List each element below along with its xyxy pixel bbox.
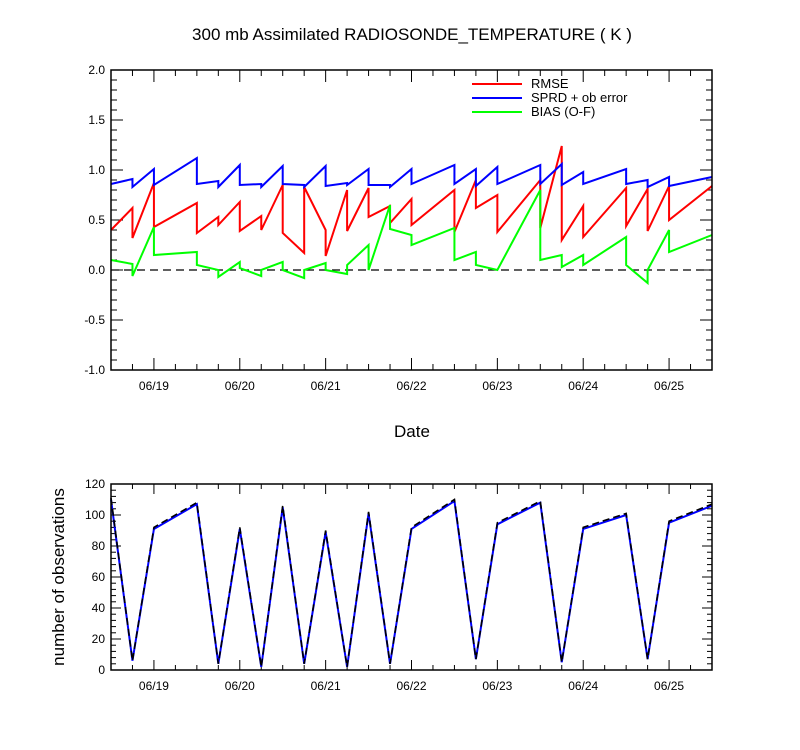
x-tick-label: 06/22 — [396, 679, 426, 693]
series-line-rmse — [110, 145, 713, 257]
x-tick-label: 06/20 — [225, 379, 255, 393]
y-tick-label: 100 — [85, 508, 105, 522]
y-tick-label: 0 — [98, 663, 105, 677]
x-tick-label: 06/21 — [311, 379, 341, 393]
x-tick-label: 06/19 — [139, 379, 169, 393]
series-line-observations-used — [110, 499, 713, 668]
y-tick-label: -0.5 — [84, 313, 105, 327]
x-tick-label: 06/25 — [654, 679, 684, 693]
x-axis-title: Date — [394, 422, 430, 441]
x-tick-label: 06/24 — [568, 379, 598, 393]
y-tick-label: 1.0 — [88, 163, 105, 177]
top-chart: -1.0 -0.5 0.0 0.5 1.0 1.5 2.0 06/19 06/20 06/21 06… — [84, 63, 713, 393]
x-tick-label: 06/25 — [654, 379, 684, 393]
y-axis-title: number of observations — [49, 488, 68, 666]
plot-frame — [110, 69, 713, 371]
legend-label: BIAS (O-F) — [531, 104, 595, 119]
x-tick-label: 06/21 — [311, 679, 341, 693]
legend-label: RMSE — [531, 76, 569, 91]
series-line-sprd-ob-error — [110, 156, 713, 190]
x-tick-label: 06/20 — [225, 679, 255, 693]
series-line-observations-possible — [110, 497, 713, 668]
bottom-chart: 0 20 40 60 80 100 120 06/19 06/20 06/21 06/22 06/23… — [85, 477, 713, 693]
y-tick-label: 40 — [92, 601, 106, 615]
x-tick-label: 06/23 — [482, 379, 512, 393]
y-tick-label: 120 — [85, 477, 105, 491]
x-tick-label: 06/19 — [139, 679, 169, 693]
y-tick-label: 60 — [92, 570, 106, 584]
y-tick-label: 20 — [92, 632, 106, 646]
plot-frame — [110, 483, 713, 671]
series-line-bias-o-f — [110, 189, 713, 286]
x-tick-label: 06/24 — [568, 679, 598, 693]
x-tick-label: 06/23 — [482, 679, 512, 693]
x-tick-label: 06/22 — [396, 379, 426, 393]
chart-title: 300 mb Assimilated RADIOSONDE_TEMPERATUR… — [192, 25, 632, 44]
y-tick-label: 1.5 — [88, 113, 105, 127]
legend-label: SPRD + ob error — [531, 90, 628, 105]
y-tick-label: 0.0 — [88, 263, 105, 277]
y-tick-label: 2.0 — [88, 63, 105, 77]
y-tick-label: 0.5 — [88, 213, 105, 227]
y-tick-label: -1.0 — [84, 363, 105, 377]
y-tick-label: 80 — [92, 539, 106, 553]
